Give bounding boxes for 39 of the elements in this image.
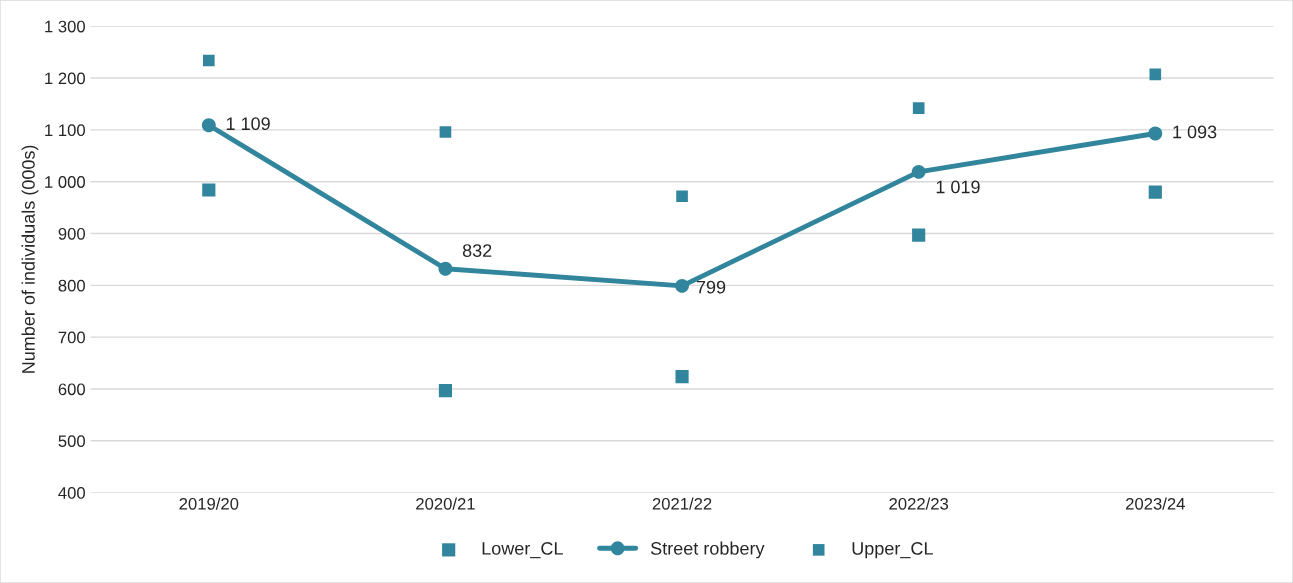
y-tick-label: 1 100 [45,124,85,137]
y-tick-label: 500 [58,435,85,448]
point [1148,126,1163,141]
data-label: 832 [462,244,492,257]
legend-label: Street robbery [650,541,765,559]
y-tick-label: 900 [58,227,85,240]
point [912,102,925,114]
x-tick-label: 2021/22 [652,497,712,510]
y-tick-label: 600 [58,383,85,396]
data-label: 1 109 [226,117,270,131]
y-tick-label: 1 000 [45,176,85,188]
point [202,183,216,197]
y-axis-title: Number of individuals (000s) [21,145,39,373]
y-tick-label: 1 200 [45,72,85,85]
data-label: 1 093 [1173,125,1217,139]
point [675,278,689,293]
y-tick-label: 800 [58,279,85,292]
point [675,369,689,384]
point [911,164,926,179]
point [203,54,215,67]
x-tick-label: 2023/24 [1126,497,1185,510]
legend-label: Upper_CL [852,542,933,559]
point [1148,185,1162,199]
x-tick-label: 2022/23 [889,497,949,510]
legend-label: Lower_CL [482,542,563,559]
point [439,126,452,138]
data-label: 799 [696,280,726,294]
x-tick-label: 2020/21 [416,497,475,510]
point [438,383,453,398]
point [676,190,688,203]
point [201,118,216,133]
point [1149,68,1162,81]
y-tick-label: 400 [58,487,85,499]
point [438,261,453,276]
x-tick-label: 2019/20 [179,497,239,510]
point [912,228,926,242]
data-label: 1 019 [936,180,980,194]
y-tick-label: 700 [58,331,85,344]
y-tick-label: 1 300 [45,20,85,33]
